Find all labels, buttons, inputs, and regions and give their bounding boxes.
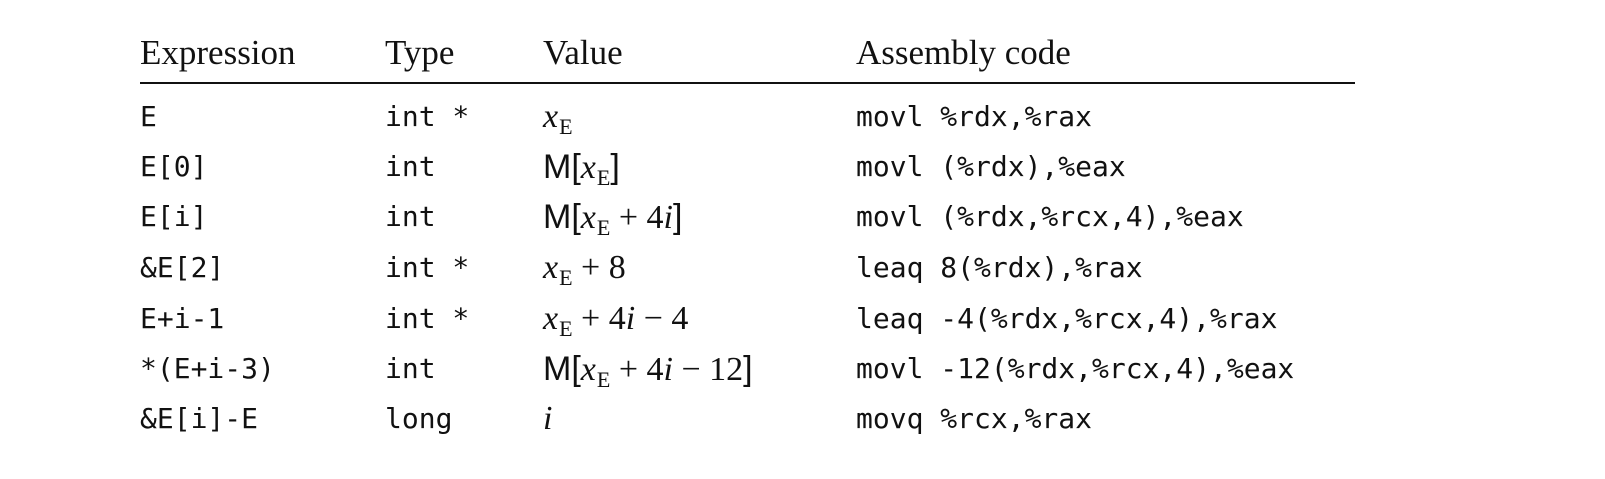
value-part: E — [596, 367, 611, 392]
type-cell: int — [385, 352, 436, 385]
table-row: E[0] int M[xE] movl (%rdx),%eax — [140, 142, 1355, 192]
header-assembly-code: Assembly code — [856, 33, 1071, 72]
value-part: + 4 — [610, 199, 664, 236]
value-part: x — [543, 249, 559, 286]
value-part: ] — [610, 148, 620, 186]
type-cell: int — [385, 150, 436, 183]
value-part: E — [559, 316, 573, 341]
assembly-cell: movl (%rdx),%eax — [856, 150, 1126, 183]
table-row: E int * xE movl %rdx,%rax — [140, 92, 1355, 142]
value-part: x — [543, 98, 559, 135]
value-part: M[ — [543, 350, 581, 388]
type-cell: int * — [385, 302, 470, 335]
table-row: E+i-1 int * xE + 4i − 4 leaq -4(%rdx,%rc… — [140, 294, 1355, 344]
value-part: E — [559, 265, 573, 290]
expression-cell: *(E+i-3) — [140, 352, 275, 385]
value-part: i — [663, 351, 673, 388]
value-cell: M[xE] — [543, 142, 620, 196]
value-part: E — [596, 215, 611, 240]
value-part: ] — [672, 198, 683, 236]
header-rule — [140, 82, 1355, 84]
table-row: &E[2] int * xE + 8 leaq 8(%rdx),%rax — [140, 243, 1355, 293]
value-part: + 4 — [572, 300, 626, 337]
value-cell: M[xE + 4i − 12] — [543, 344, 753, 398]
assembly-cell: movq %rcx,%rax — [856, 402, 1093, 435]
value-part: i — [625, 300, 636, 337]
table-header: Expression Type Value Assembly code — [140, 28, 1355, 78]
assembly-cell: leaq 8(%rdx),%rax — [856, 251, 1143, 284]
table-row: &E[i]-E long i movq %rcx,%rax — [140, 394, 1355, 444]
value-part: i — [663, 199, 673, 236]
expression-cell: E — [140, 100, 157, 133]
assembly-cell: movl -12(%rdx,%rcx,4),%eax — [856, 352, 1295, 385]
assembly-cell: leaq -4(%rdx,%rcx,4),%rax — [856, 302, 1278, 335]
type-cell: int — [385, 200, 436, 233]
type-cell: int * — [385, 100, 470, 133]
value-part: E — [596, 165, 611, 190]
value-cell: xE — [543, 92, 573, 145]
value-part: i — [543, 400, 553, 437]
value-cell: xE + 4i − 4 — [543, 294, 688, 347]
expression-cell: &E[i]-E — [140, 402, 259, 435]
value-part: M[ — [543, 198, 581, 236]
value-part: x — [580, 149, 596, 186]
value-part: E — [559, 114, 573, 139]
value-cell: i — [543, 394, 552, 444]
value-part: − 12 — [672, 351, 744, 388]
value-part: + 4 — [610, 351, 664, 388]
table-row: *(E+i-3) int M[xE + 4i − 12] movl -12(%r… — [140, 344, 1355, 394]
value-part: x — [543, 300, 559, 337]
type-cell: int * — [385, 251, 470, 284]
value-part: − 4 — [635, 300, 689, 337]
value-cell: xE + 8 — [543, 243, 626, 296]
assembly-cell: movl %rdx,%rax — [856, 100, 1093, 133]
expression-cell: E+i-1 — [140, 302, 225, 335]
expression-cell: E[0] — [140, 150, 208, 183]
value-part: ] — [743, 350, 753, 388]
header-type: Type — [385, 33, 455, 72]
value-part: + 8 — [572, 249, 626, 286]
expression-cell: E[i] — [140, 200, 208, 233]
header-value: Value — [543, 33, 623, 72]
value-part: x — [580, 199, 596, 236]
type-cell: long — [385, 402, 453, 435]
value-part: x — [580, 351, 596, 388]
assembly-cell: movl (%rdx,%rcx,4),%eax — [856, 200, 1244, 233]
header-expression: Expression — [140, 33, 296, 72]
expression-cell: &E[2] — [140, 251, 225, 284]
table-row: E[i] int M[xE + 4i] movl (%rdx,%rcx,4),%… — [140, 192, 1355, 242]
value-part: M[ — [543, 148, 581, 186]
value-cell: M[xE + 4i] — [543, 192, 682, 246]
